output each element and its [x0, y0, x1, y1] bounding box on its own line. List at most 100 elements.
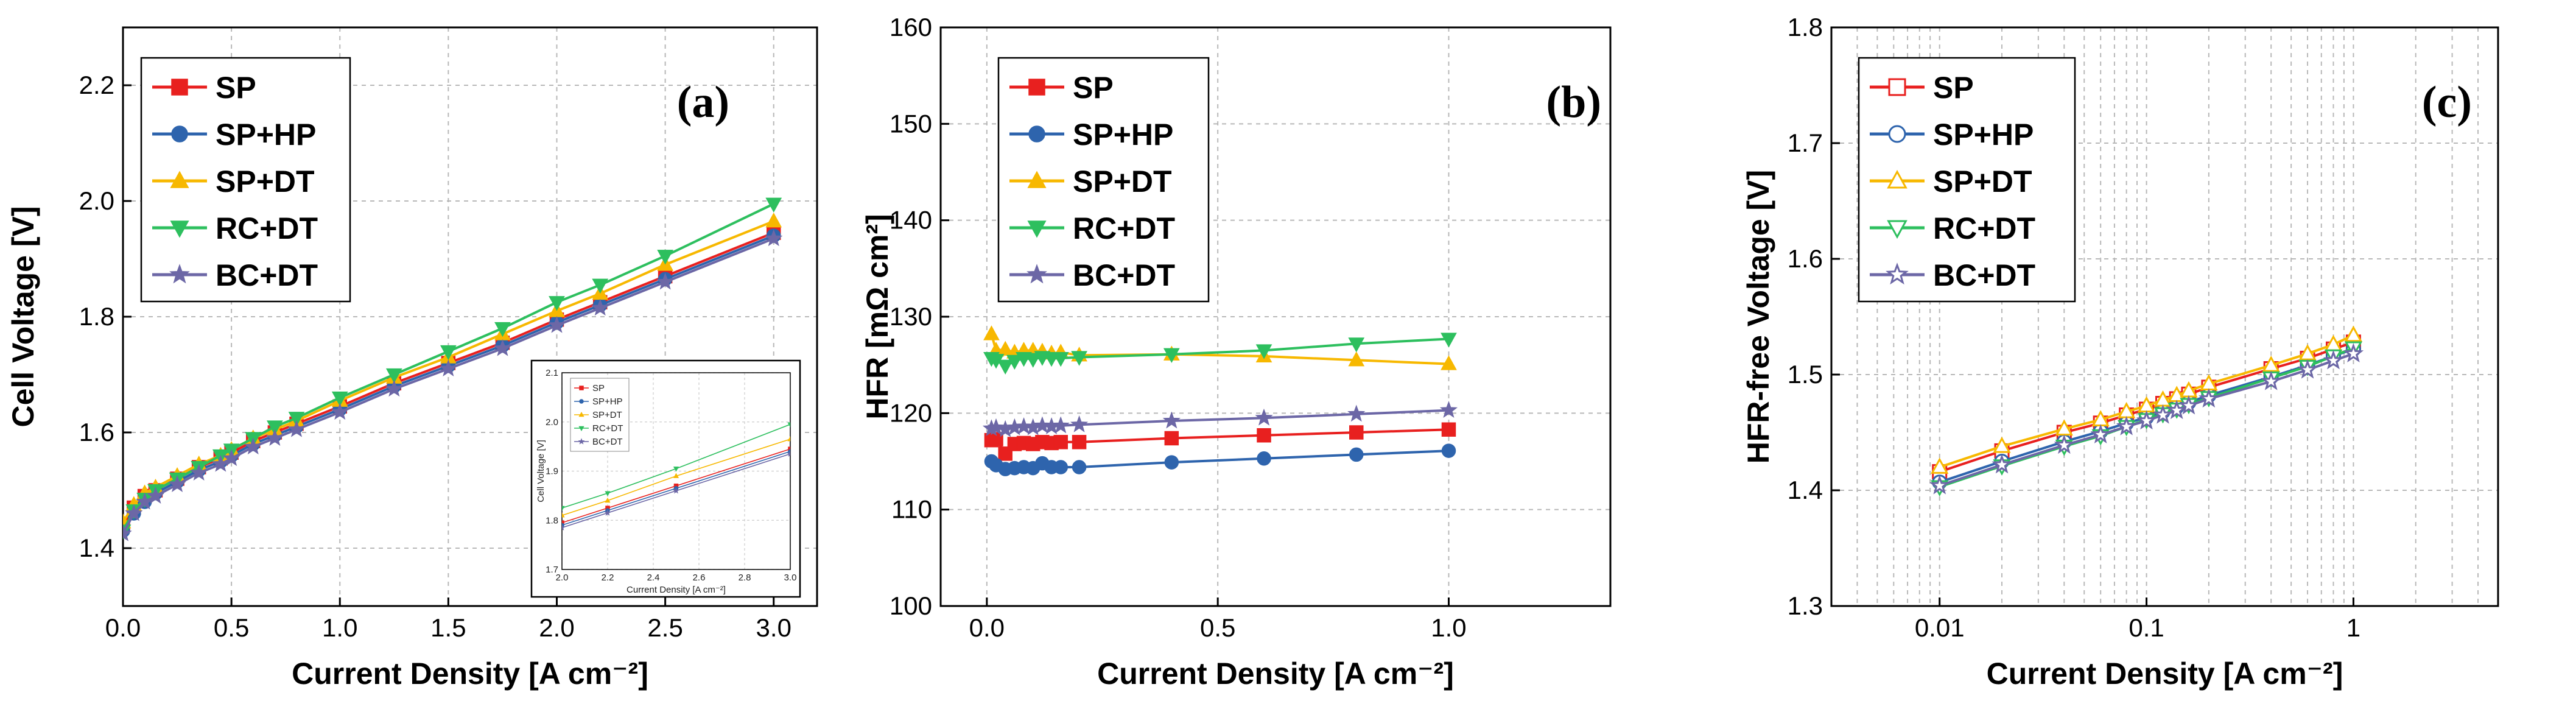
inset-legend-marker-bc-dt	[578, 438, 585, 445]
data-point-bc-dt	[2116, 415, 2137, 435]
data-point-rc-dt	[765, 197, 782, 213]
data-point-bc-dt	[656, 272, 675, 290]
y-tick-label: 1.3	[1788, 591, 1823, 620]
data-point-sp-hp	[1441, 443, 1456, 458]
legend-label-rc-dt: RC+DT	[216, 211, 318, 245]
x-axis-label: Current Density [A cm⁻²]	[1097, 657, 1454, 691]
inset-y-tick-label: 1.8	[546, 515, 558, 526]
data-point-sp-dt	[765, 213, 782, 228]
legend-marker-rc-dt	[1027, 220, 1047, 238]
inset-data-point-sp-dt	[673, 473, 679, 478]
inset-legend-marker-rc-dt	[578, 426, 584, 432]
data-point-bc-dt	[2090, 424, 2111, 444]
panel-tag: (c)	[2422, 77, 2472, 127]
legend-label-bc-dt: BC+DT	[1073, 258, 1175, 292]
data-point-rc-dt	[267, 420, 283, 435]
data-point-bc-dt	[1014, 417, 1033, 434]
data-point-sp-dt	[123, 513, 132, 529]
y-axis-label: Cell Voltage [V]	[6, 206, 40, 427]
y-tick-label: 130	[890, 302, 932, 331]
data-point-rc-dt	[657, 250, 673, 265]
data-point-sp	[1441, 422, 1456, 437]
y-tick-label: 1.4	[1788, 476, 1823, 504]
x-tick-label: 2.5	[647, 613, 683, 642]
inset-data-point-sp-dt	[503, 533, 507, 537]
inset-data-point-rc-dt	[605, 491, 611, 496]
data-point-bc-dt	[1051, 416, 1070, 434]
data-point-bc-dt	[1070, 415, 1089, 432]
y-tick-label: 1.4	[79, 534, 114, 562]
legend-marker-sp-hp	[1028, 125, 1045, 143]
data-point-rc-dt	[1025, 353, 1042, 368]
data-point-bc-dt	[123, 524, 132, 541]
inset-data-point-bc-dt	[562, 524, 566, 531]
data-point-bc-dt	[125, 504, 143, 521]
data-point-bc-dt	[1162, 411, 1181, 429]
inset-data-point-rc-dt	[562, 506, 565, 512]
legend-label-sp-hp: SP+HP	[1073, 118, 1173, 152]
data-point-rc-dt	[288, 412, 305, 427]
series-group	[1929, 325, 2364, 497]
y-tick-label: 2.0	[79, 186, 114, 215]
data-point-bc-dt	[1347, 404, 1366, 422]
legend-label-sp-dt: SP+DT	[216, 164, 315, 199]
inset-series-group	[503, 422, 790, 537]
legend-label-sp-dt: SP+DT	[1073, 164, 1172, 199]
inset-legend-marker-sp-hp	[579, 399, 584, 404]
legend-label-sp-hp: SP+HP	[1933, 118, 2034, 152]
data-point-rc-dt	[1052, 351, 1069, 367]
data-point-bc-dt	[2166, 400, 2187, 420]
legend-label-bc-dt: BC+DT	[216, 258, 318, 292]
y-tick-label: 120	[890, 398, 932, 427]
data-point-rc-dt	[494, 322, 511, 337]
legend-marker-sp	[171, 79, 188, 96]
legend-marker-sp-dt	[1027, 171, 1047, 188]
data-point-bc-dt	[385, 379, 403, 397]
inset-legend-label-bc-dt: BC+DT	[592, 437, 623, 447]
tick-marks	[941, 26, 1450, 607]
data-point-bc-dt	[591, 298, 609, 316]
inset-legend-marker-sp	[579, 386, 584, 390]
series-group	[982, 325, 1458, 476]
legend-marker-sp-hp	[1888, 125, 1906, 143]
inset-x-tick-label: 2.0	[556, 573, 569, 583]
data-point-bc-dt	[2323, 350, 2344, 370]
legend-marker-sp-dt	[170, 171, 189, 188]
data-point-bc-dt	[2297, 359, 2318, 379]
data-point-sp-dt	[1348, 351, 1365, 367]
inset-y-tick-label: 2.1	[546, 368, 558, 378]
y-axis-label: HFR-free Voltage [V]	[1741, 170, 1775, 463]
data-point-rc-dt	[1441, 333, 1457, 348]
inset-data-point-rc-dt	[503, 529, 507, 532]
x-tick-label: 0.0	[969, 613, 1005, 642]
inset-data-point-sp-dt	[605, 497, 611, 503]
data-point-rc-dt	[331, 391, 348, 407]
inset-y-tick-label: 1.9	[546, 467, 558, 477]
inset-x-tick-label: 2.6	[693, 573, 706, 583]
inset-data-point-bc-dt	[787, 450, 790, 457]
data-point-sp	[1257, 428, 1271, 443]
y-tick-label: 1.7	[1788, 129, 1823, 157]
inset-chart: 2.0 2.2 2.4 2.6 2.8 3.0 1.7 1.8 1.9 2.0 2.1 Current…	[503, 359, 801, 598]
x-tick-label: 2.0	[539, 613, 574, 642]
chart-panel-a: 0.0 0.5 1.0 1.5 2.0 2.5 3.0 1.4 1.6 1.8 2.0 2.2 Curr…	[6, 26, 818, 691]
inset-legend-label-rc-dt: RC+DT	[592, 423, 623, 434]
chart-panel-c: 0.01 0.1 1 1.3 1.4 1.5 1.6 1.7 1.8 Current Densit…	[1741, 13, 2499, 691]
inset-data-point-sp	[788, 446, 790, 451]
x-tick-label: 1	[2346, 613, 2360, 642]
data-point-sp-hp	[1072, 460, 1087, 474]
tick-marks	[122, 84, 775, 606]
data-point-bc-dt	[1992, 454, 2012, 474]
y-tick-label: 1.5	[1788, 360, 1823, 389]
legend-marker-sp-hp	[171, 125, 188, 143]
data-point-bc-dt	[1033, 416, 1051, 434]
tick-marks	[1831, 26, 2354, 607]
legend-marker-rc-dt	[170, 220, 189, 238]
legend: SP SP+HP SP+DT RC+DT BC+DT	[140, 57, 351, 303]
inset-x-tick-label: 3.0	[784, 573, 797, 583]
data-point-sp	[1164, 431, 1179, 446]
legend-marker-sp-dt	[1887, 169, 1907, 189]
data-point-bc-dt	[1255, 408, 1273, 426]
y-tick-label: 150	[890, 109, 932, 138]
